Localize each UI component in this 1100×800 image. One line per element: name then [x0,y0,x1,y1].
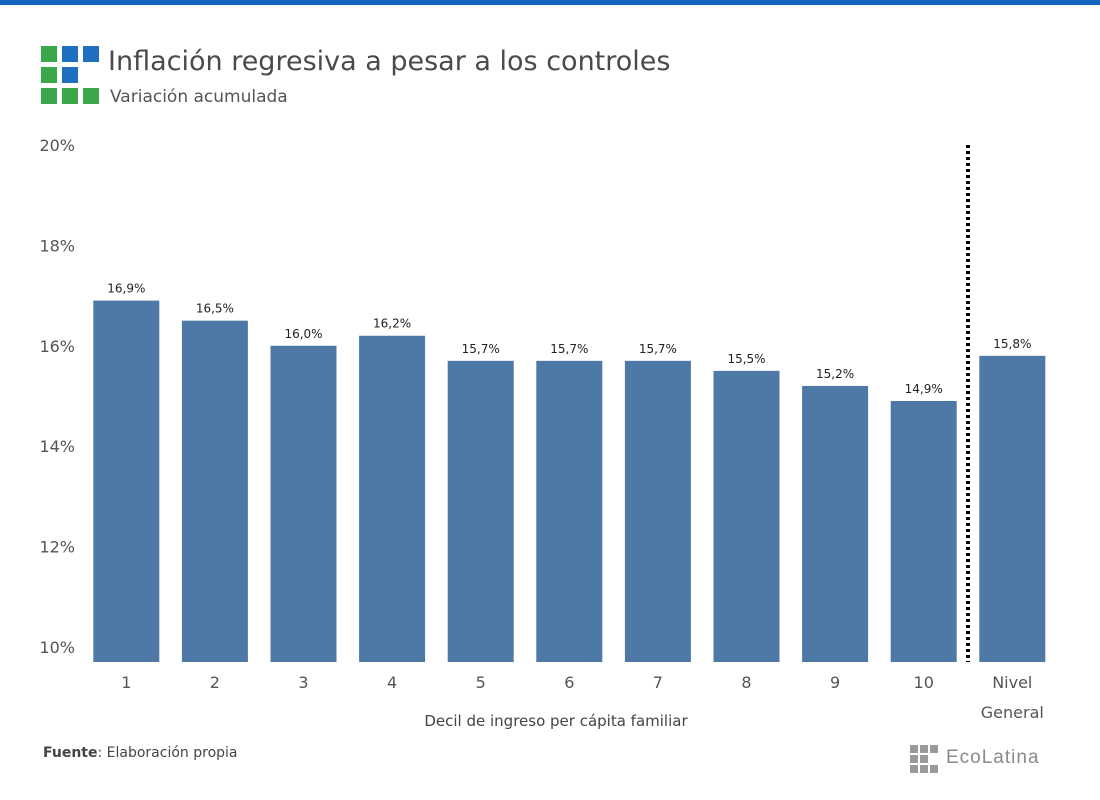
data-label: 16,9% [107,282,145,296]
logo-cell [41,88,57,104]
logo-cell [62,67,78,83]
y-tick-label: 14% [39,437,75,456]
y-tick-label: 10% [39,638,75,657]
bar [93,300,160,662]
x-tick-label: 10 [914,673,934,692]
bar [447,360,514,662]
x-tick-label: 8 [741,673,751,692]
x-tick-label: Nivel [992,673,1032,692]
data-label: 16,0% [284,327,322,341]
x-axis-title: Decil de ingreso per cápita familiar [424,712,688,730]
chart-title: Inflación regresiva a pesar a los contro… [108,46,671,77]
data-label: 15,5% [727,352,765,366]
bar [359,335,426,662]
y-tick-label: 18% [39,236,75,255]
data-label: 15,2% [816,367,854,381]
data-label: 15,8% [993,337,1031,351]
data-label: 16,5% [196,302,234,316]
bar [181,320,248,662]
x-tick-label: 4 [387,673,397,692]
bars: 16,9% 16,5% 16,0% 16,2% 15,7% 15,7% 15,7% 15,5%… [93,145,1046,662]
bar [979,355,1046,662]
y-axis: 10% 12% 14% 16% 18% 20% [39,136,75,657]
top-rule [0,0,1100,5]
logo-cell [41,46,57,62]
bar [890,400,957,662]
logo-cell [83,88,99,104]
y-tick-label: 16% [39,337,75,356]
logo-cell [83,46,99,62]
source-note: Fuente: Elaboración propia [43,745,237,761]
source-label: Fuente [43,745,98,761]
y-tick-label: 12% [39,538,75,557]
x-axis: 1 2 3 4 5 6 7 8 9 10 Nivel General [121,673,1044,722]
bar [713,370,780,662]
y-tick-label: 20% [39,136,75,155]
x-tick-label: 6 [564,673,574,692]
x-tick-label: 9 [830,673,840,692]
logo-cell [62,88,78,104]
ecolatina-logo-icon [41,46,99,104]
x-tick-label: 2 [210,673,220,692]
logo-cell [41,67,57,83]
data-label: 15,7% [462,342,500,356]
bar [270,345,337,662]
bar [624,360,691,662]
x-tick-label: 1 [121,673,131,692]
x-tick-label: 3 [298,673,308,692]
data-label: 15,7% [550,342,588,356]
data-label: 16,2% [373,317,411,331]
x-tick-label: 7 [653,673,663,692]
logo-cell [62,46,78,62]
data-label: 14,9% [905,382,943,396]
brand-name: EcoLatina [946,747,1040,768]
x-tick-label: General [981,703,1044,722]
bar [802,385,869,662]
chart-subtitle: Variación acumulada [110,87,288,107]
source-text: : Elaboración propia [97,745,238,761]
brand-grid-icon [910,745,938,773]
data-label: 15,7% [639,342,677,356]
x-tick-label: 5 [476,673,486,692]
bar [536,360,603,662]
